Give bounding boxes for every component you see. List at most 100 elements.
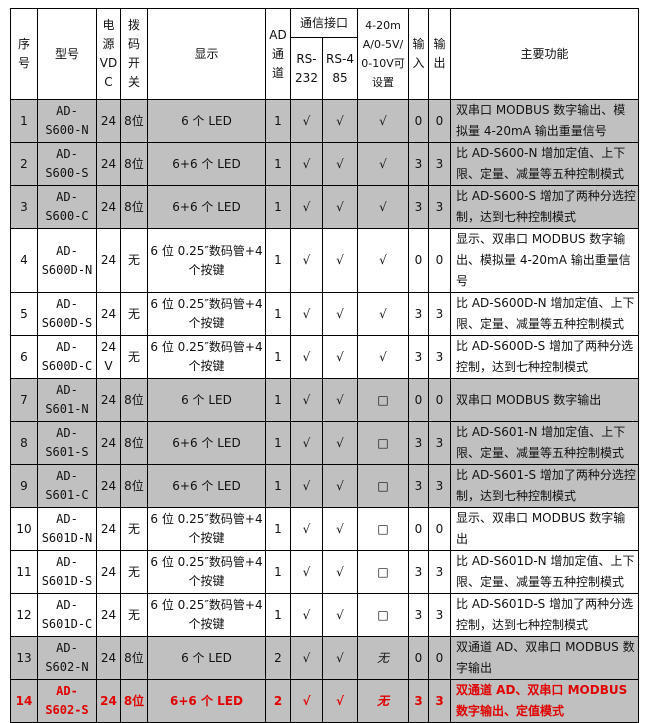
cell-analog: □ <box>357 550 409 594</box>
cell-out: 0 <box>428 99 451 143</box>
cell-rs232: √ <box>290 292 323 336</box>
header-in: 输入 <box>408 8 429 100</box>
cell-analog: √ <box>357 142 409 186</box>
cell-display: 6+6 个 LED <box>147 464 266 508</box>
cell-dip: 8位 <box>120 185 148 229</box>
cell-model: AD-S602-S <box>37 679 97 723</box>
cell-func: 双串口 MODBUS 数字输出、模拟量 4-20mA 输出重量信号 <box>450 99 639 143</box>
header-power: 电源VDC <box>96 8 121 100</box>
cell-model: AD-S600D-N <box>37 228 97 293</box>
cell-rs485: √ <box>322 593 358 637</box>
cell-func: 双通道 AD、双串口 MODBUS 数字输出、定值模式 <box>450 679 639 723</box>
cell-out: 0 <box>428 228 451 293</box>
cell-func: 显示、双串口 MODBUS 数字输出 <box>450 507 639 551</box>
cell-rs232: √ <box>290 228 323 293</box>
header-ad: AD通道 <box>265 8 291 100</box>
table-row: 3 AD-S600-C 24 8位 6+6 个 LED 1 √ √ √ 3 3 比 AD-S600-S… <box>10 185 639 229</box>
cell-in: 3 <box>408 550 429 594</box>
cell-ad: 1 <box>265 550 291 594</box>
cell-analog: □ <box>357 378 409 422</box>
cell-rs232: √ <box>290 378 323 422</box>
cell-out: 0 <box>428 636 451 680</box>
cell-rs232: √ <box>290 593 323 637</box>
header-func: 主要功能 <box>450 8 639 100</box>
cell-out: 3 <box>428 142 451 186</box>
cell-dip: 无 <box>120 292 148 336</box>
cell-rs232: √ <box>290 464 323 508</box>
header-rs232: RS-232 <box>290 37 323 100</box>
cell-analog: □ <box>357 593 409 637</box>
cell-no: 12 <box>10 593 38 637</box>
cell-ad: 1 <box>265 421 291 465</box>
cell-display: 6 位 0.25″数码管+4 个按键 <box>147 507 266 551</box>
cell-ad: 1 <box>265 593 291 637</box>
cell-out: 3 <box>428 335 451 379</box>
cell-rs485: √ <box>322 378 358 422</box>
cell-func: 比 AD-S600-S 增加了两种分选控制，达到七种控制模式 <box>450 185 639 229</box>
cell-analog: √ <box>357 99 409 143</box>
cell-in: 0 <box>408 378 429 422</box>
cell-ad: 2 <box>265 636 291 680</box>
cell-out: 3 <box>428 421 451 465</box>
cell-no: 7 <box>10 378 38 422</box>
cell-dip: 无 <box>120 593 148 637</box>
cell-ad: 1 <box>265 292 291 336</box>
table-row: 9 AD-S601-C 24 8位 6+6 个 LED 1 √ √ □ 3 3 比 AD-S601-S… <box>10 464 639 508</box>
cell-analog: √ <box>357 228 409 293</box>
cell-analog: √ <box>357 335 409 379</box>
cell-rs232: √ <box>290 679 323 723</box>
cell-ad: 1 <box>265 185 291 229</box>
cell-ad: 2 <box>265 679 291 723</box>
cell-model: AD-S600-C <box>37 185 97 229</box>
cell-dip: 8位 <box>120 464 148 508</box>
cell-rs232: √ <box>290 421 323 465</box>
cell-power: 24 <box>96 593 121 637</box>
cell-in: 3 <box>408 185 429 229</box>
header-model: 型号 <box>37 8 97 100</box>
cell-power: 24 <box>96 292 121 336</box>
cell-rs232: √ <box>290 550 323 594</box>
cell-out: 3 <box>428 679 451 723</box>
cell-ad: 1 <box>265 142 291 186</box>
cell-power: 24 <box>96 228 121 293</box>
cell-in: 3 <box>408 593 429 637</box>
cell-dip: 无 <box>120 335 148 379</box>
table-row: 6 AD-S600D-C 24V 无 6 位 0.25″数码管+4 个按键 1 √ √ √ 3 3 比… <box>10 335 639 379</box>
cell-display: 6 位 0.25″数码管+4 个按键 <box>147 228 266 293</box>
cell-func: 双串口 MODBUS 数字输出 <box>450 378 639 422</box>
cell-func: 比 AD-S601-N 增加定值、上下限、定量、减量等五种控制模式 <box>450 421 639 465</box>
cell-display: 6 个 LED <box>147 99 266 143</box>
cell-model: AD-S601D-N <box>37 507 97 551</box>
cell-in: 0 <box>408 507 429 551</box>
cell-power: 24 <box>96 636 121 680</box>
cell-no: 11 <box>10 550 38 594</box>
cell-no: 8 <box>10 421 38 465</box>
cell-analog: √ <box>357 185 409 229</box>
cell-in: 3 <box>408 679 429 723</box>
cell-rs485: √ <box>322 507 358 551</box>
cell-no: 3 <box>10 185 38 229</box>
cell-rs232: √ <box>290 335 323 379</box>
cell-display: 6+6 个 LED <box>147 679 266 723</box>
table-row: 7 AD-S601-N 24 8位 6 个 LED 1 √ √ □ 0 0 双串口 MODBUS 数字… <box>10 378 639 422</box>
cell-func: 比 AD-S601D-S 增加了两种分选控制，达到七种控制模式 <box>450 593 639 637</box>
cell-out: 3 <box>428 593 451 637</box>
cell-dip: 8位 <box>120 142 148 186</box>
cell-func: 比 AD-S600-N 增加定值、上下限、定量、减量等五种控制模式 <box>450 142 639 186</box>
table-row: 4 AD-S600D-N 24 无 6 位 0.25″数码管+4 个按键 1 √ √ √ 0 0 显示… <box>10 228 639 293</box>
cell-dip: 8位 <box>120 421 148 465</box>
cell-in: 3 <box>408 464 429 508</box>
cell-rs232: √ <box>290 99 323 143</box>
cell-rs232: √ <box>290 185 323 229</box>
table-row: 14 AD-S602-S 24 8位 6+6 个 LED 2 √ √ 无 3 3 双通道 AD、双串口… <box>10 679 639 723</box>
cell-rs485: √ <box>322 228 358 293</box>
table-row: 11 AD-S601D-S 24 无 6 位 0.25″数码管+4 个按键 1 √ √ □ 3 3 比… <box>10 550 639 594</box>
cell-in: 3 <box>408 421 429 465</box>
cell-analog: 无 <box>357 679 409 723</box>
cell-power: 24 <box>96 185 121 229</box>
cell-rs485: √ <box>322 550 358 594</box>
table-row: 8 AD-S601-S 24 8位 6+6 个 LED 1 √ √ □ 3 3 比 AD-S601-N… <box>10 421 639 465</box>
cell-no: 5 <box>10 292 38 336</box>
cell-rs485: √ <box>322 142 358 186</box>
table-row: 2 AD-S600-S 24 8位 6+6 个 LED 1 √ √ √ 3 3 比 AD-S600-N… <box>10 142 639 186</box>
